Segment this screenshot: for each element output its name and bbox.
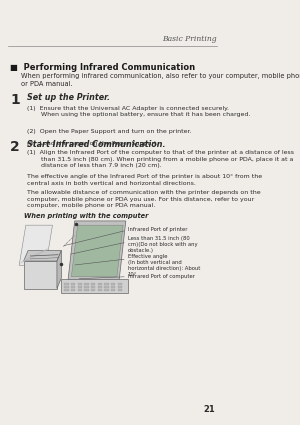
Text: (2)  Open the Paper Support and turn on the printer.: (2) Open the Paper Support and turn on t… bbox=[27, 129, 191, 134]
Text: When printing with the computer: When printing with the computer bbox=[24, 213, 148, 219]
Bar bbox=[84, 283, 89, 285]
Bar bbox=[78, 283, 82, 285]
Text: Set up the Printer.: Set up the Printer. bbox=[27, 94, 110, 102]
Polygon shape bbox=[68, 221, 126, 280]
Bar bbox=[71, 286, 75, 288]
Polygon shape bbox=[19, 225, 52, 265]
Text: 2: 2 bbox=[10, 140, 20, 154]
Bar bbox=[104, 283, 109, 285]
Bar bbox=[98, 289, 102, 292]
Bar bbox=[64, 286, 69, 288]
Text: Basic Printing: Basic Printing bbox=[162, 35, 217, 43]
Text: Start Infrared Communication.: Start Infrared Communication. bbox=[27, 140, 165, 149]
Bar bbox=[111, 289, 116, 292]
Text: 21: 21 bbox=[203, 405, 215, 414]
Text: ■  Performing Infrared Communication: ■ Performing Infrared Communication bbox=[10, 62, 195, 71]
Bar bbox=[64, 289, 69, 292]
Bar bbox=[118, 283, 122, 285]
Bar bbox=[104, 289, 109, 292]
Bar bbox=[91, 289, 95, 292]
Text: The effective angle of the Infrared Port of the printer is about 10° from the
ce: The effective angle of the Infrared Port… bbox=[27, 175, 262, 186]
Text: (1)  Align the Infrared Port of the computer to that of the printer at a distanc: (1) Align the Infrared Port of the compu… bbox=[27, 150, 294, 168]
Text: Effective angle
(In both vertical and
horizontal direction): About
10°: Effective angle (In both vertical and ho… bbox=[128, 254, 200, 278]
Bar bbox=[84, 289, 89, 292]
Polygon shape bbox=[61, 279, 128, 293]
Text: Less than 31.5 inch (80
cm)(Do not block with any
obstacle.): Less than 31.5 inch (80 cm)(Do not block… bbox=[128, 236, 197, 253]
Text: Infrared Port of computer: Infrared Port of computer bbox=[128, 274, 195, 279]
Bar bbox=[104, 286, 109, 288]
Polygon shape bbox=[24, 261, 57, 289]
Text: (1)  Ensure that the Universal AC Adapter is connected securely.
       When usi: (1) Ensure that the Universal AC Adapter… bbox=[27, 106, 250, 117]
Bar bbox=[118, 289, 122, 292]
Bar bbox=[111, 283, 116, 285]
Bar bbox=[98, 283, 102, 285]
Polygon shape bbox=[71, 225, 123, 277]
Bar bbox=[118, 286, 122, 288]
Bar bbox=[111, 286, 116, 288]
Polygon shape bbox=[24, 250, 62, 261]
Bar bbox=[91, 286, 95, 288]
Polygon shape bbox=[57, 250, 61, 289]
Text: Infrared Port of printer: Infrared Port of printer bbox=[128, 227, 187, 232]
Text: When performing infrared communication, also refer to your computer, mobile phon: When performing infrared communication, … bbox=[21, 73, 300, 87]
Text: The allowable distance of communication with the printer depends on the
computer: The allowable distance of communication … bbox=[27, 190, 261, 208]
Bar bbox=[64, 283, 69, 285]
Text: (3)  Load the paper on the Paper Support.: (3) Load the paper on the Paper Support. bbox=[27, 141, 158, 146]
Bar bbox=[91, 283, 95, 285]
Bar bbox=[78, 289, 82, 292]
Bar bbox=[71, 283, 75, 285]
Bar bbox=[71, 289, 75, 292]
Bar bbox=[84, 286, 89, 288]
Bar bbox=[78, 286, 82, 288]
Bar bbox=[98, 286, 102, 288]
Text: 1: 1 bbox=[10, 94, 20, 108]
